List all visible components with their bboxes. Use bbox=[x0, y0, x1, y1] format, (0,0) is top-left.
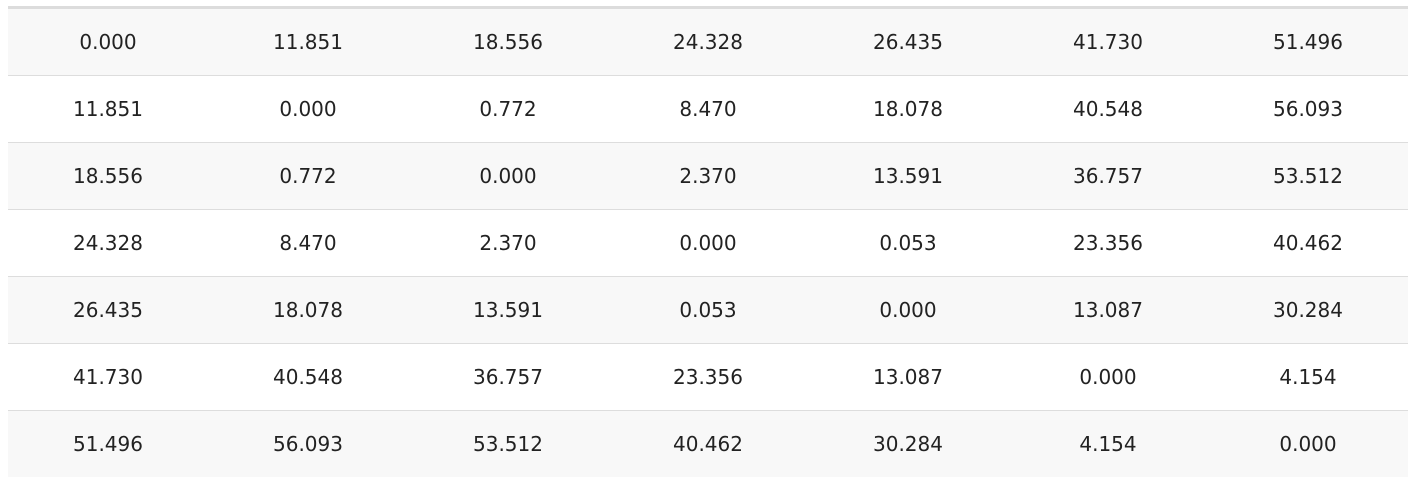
table-cell: 8.470 bbox=[608, 75, 808, 143]
table-cell: 53.512 bbox=[408, 410, 608, 477]
table-cell: 56.093 bbox=[1208, 75, 1408, 143]
table-cell: 36.757 bbox=[408, 343, 608, 411]
table-cell: 13.591 bbox=[408, 276, 608, 344]
table-cell: 18.556 bbox=[408, 9, 608, 76]
table-cell: 51.496 bbox=[1208, 9, 1408, 76]
table-row: 26.435 18.078 13.591 0.053 0.000 13.087 … bbox=[8, 276, 1408, 344]
table-cell: 18.556 bbox=[8, 142, 208, 210]
table-cell: 18.078 bbox=[808, 75, 1008, 143]
table-cell: 26.435 bbox=[8, 276, 208, 344]
table-cell: 0.053 bbox=[808, 209, 1008, 277]
table-row: 18.556 0.772 0.000 2.370 13.591 36.757 5… bbox=[8, 142, 1408, 210]
table-cell: 56.093 bbox=[208, 410, 408, 477]
table-cell: 40.548 bbox=[1008, 75, 1208, 143]
table-cell: 13.087 bbox=[808, 343, 1008, 411]
table-cell: 24.328 bbox=[8, 209, 208, 277]
table-cell: 11.851 bbox=[8, 75, 208, 143]
table-cell: 4.154 bbox=[1208, 343, 1408, 411]
table-cell: 41.730 bbox=[8, 343, 208, 411]
table-cell: 51.496 bbox=[8, 410, 208, 477]
table-cell: 41.730 bbox=[1008, 9, 1208, 76]
table-row: 11.851 0.000 0.772 8.470 18.078 40.548 5… bbox=[8, 75, 1408, 143]
table-cell: 40.462 bbox=[608, 410, 808, 477]
table-cell: 8.470 bbox=[208, 209, 408, 277]
table-row: 0.000 11.851 18.556 24.328 26.435 41.730… bbox=[8, 9, 1408, 76]
table-cell: 0.772 bbox=[408, 75, 608, 143]
distance-matrix-table: 0.000 11.851 18.556 24.328 26.435 41.730… bbox=[8, 9, 1408, 477]
table-row: 41.730 40.548 36.757 23.356 13.087 0.000… bbox=[8, 343, 1408, 411]
table-cell: 0.053 bbox=[608, 276, 808, 344]
table-cell: 0.000 bbox=[1208, 410, 1408, 477]
table-cell: 0.000 bbox=[1008, 343, 1208, 411]
table-row: 51.496 56.093 53.512 40.462 30.284 4.154… bbox=[8, 410, 1408, 477]
table-cell: 0.000 bbox=[408, 142, 608, 210]
table-body: 0.000 11.851 18.556 24.328 26.435 41.730… bbox=[8, 9, 1408, 477]
table-cell: 30.284 bbox=[1208, 276, 1408, 344]
table-cell: 13.591 bbox=[808, 142, 1008, 210]
table-cell: 23.356 bbox=[608, 343, 808, 411]
table-cell: 36.757 bbox=[1008, 142, 1208, 210]
table-cell: 0.000 bbox=[208, 75, 408, 143]
table-cell: 40.462 bbox=[1208, 209, 1408, 277]
table-cell: 24.328 bbox=[608, 9, 808, 76]
table-cell: 0.772 bbox=[208, 142, 408, 210]
table-cell: 23.356 bbox=[1008, 209, 1208, 277]
table-row: 24.328 8.470 2.370 0.000 0.053 23.356 40… bbox=[8, 209, 1408, 277]
table-cell: 30.284 bbox=[808, 410, 1008, 477]
table-cell: 40.548 bbox=[208, 343, 408, 411]
table-cell: 13.087 bbox=[1008, 276, 1208, 344]
table-cell: 4.154 bbox=[1008, 410, 1208, 477]
table-cell: 2.370 bbox=[608, 142, 808, 210]
table-cell: 0.000 bbox=[808, 276, 1008, 344]
matrix-table-container: 0.000 11.851 18.556 24.328 26.435 41.730… bbox=[8, 6, 1408, 477]
table-cell: 11.851 bbox=[208, 9, 408, 76]
table-cell: 0.000 bbox=[8, 9, 208, 76]
table-cell: 18.078 bbox=[208, 276, 408, 344]
table-cell: 0.000 bbox=[608, 209, 808, 277]
table-cell: 26.435 bbox=[808, 9, 1008, 76]
table-cell: 2.370 bbox=[408, 209, 608, 277]
table-cell: 53.512 bbox=[1208, 142, 1408, 210]
